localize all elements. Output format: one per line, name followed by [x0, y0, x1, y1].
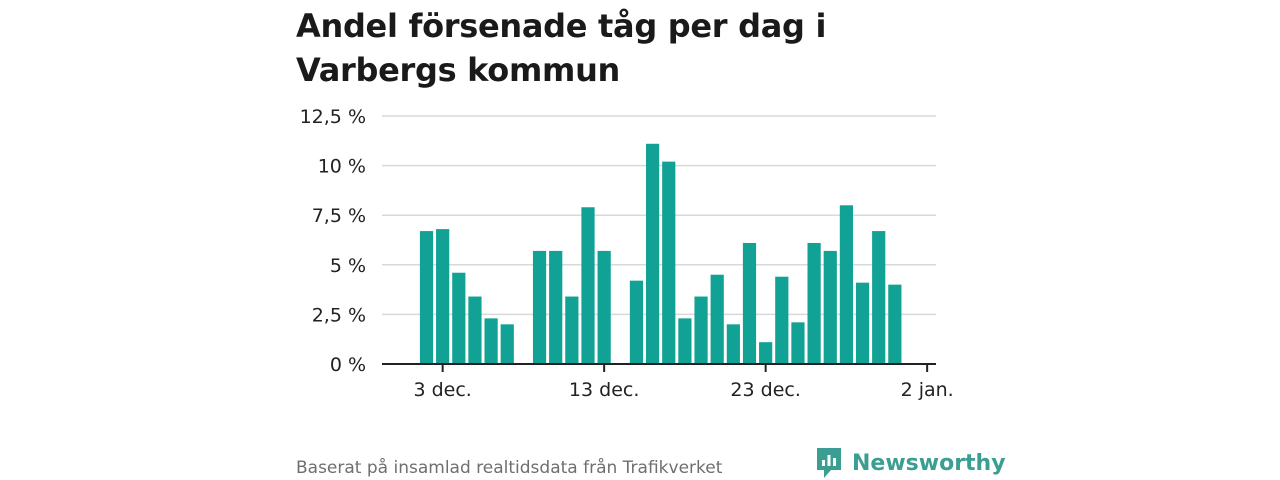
bar	[646, 143, 660, 364]
y-tick-label: 0 %	[330, 354, 366, 376]
bar	[694, 296, 708, 364]
bar	[726, 324, 740, 364]
bar	[597, 250, 611, 364]
bar	[662, 161, 676, 364]
source-note: Baserat på insamlad realtidsdata från Tr…	[296, 458, 723, 478]
bar	[565, 296, 579, 364]
bar	[710, 274, 724, 364]
y-tick-label: 12,5 %	[300, 106, 366, 128]
bar	[500, 324, 514, 364]
bar	[839, 205, 853, 364]
bar	[855, 282, 870, 364]
chart-card: Andel försenade tåg per dag i Varbergs k…	[296, 0, 1006, 480]
x-tick-label: 3 dec.	[413, 379, 471, 400]
bar	[791, 322, 805, 364]
y-tick-label: 10 %	[318, 156, 366, 178]
bar	[775, 276, 789, 364]
bar	[629, 280, 644, 364]
y-tick-label: 7,5 %	[312, 205, 366, 227]
brand-logo: Newsworthy	[814, 446, 1006, 480]
bar	[452, 272, 466, 364]
bar	[419, 231, 434, 364]
bar	[759, 342, 773, 364]
bar	[532, 250, 547, 364]
y-tick-label: 5 %	[330, 255, 366, 277]
brand-name: Newsworthy	[852, 450, 1006, 476]
bar	[888, 284, 902, 364]
chart-title: Andel försenade tåg per dag i Varbergs k…	[296, 7, 827, 89]
y-axis-labels: 0 % 2,5 % 5 % 7,5 % 10 % 12,5 %	[300, 106, 366, 376]
bar	[436, 229, 450, 364]
bar	[549, 250, 563, 364]
bar	[807, 242, 821, 364]
bar	[823, 250, 837, 364]
x-tick-label: 2 jan.	[901, 379, 954, 400]
bar-chart: 0 % 2,5 % 5 % 7,5 % 10 % 12,5 % 3 dec. 13 dec.…	[300, 106, 954, 400]
bar	[581, 207, 595, 364]
x-axis	[382, 363, 936, 372]
bar	[742, 242, 757, 364]
x-tick-label: 23 dec.	[730, 379, 800, 400]
x-tick-label: 13 dec.	[569, 379, 639, 400]
bars	[419, 143, 902, 364]
bar	[872, 231, 886, 364]
bar	[484, 318, 498, 364]
y-tick-label: 2,5 %	[312, 304, 366, 326]
x-axis-labels: 3 dec. 13 dec. 23 dec. 2 jan.	[413, 379, 953, 400]
newsworthy-logo-icon	[817, 448, 841, 478]
bar	[468, 296, 482, 364]
bar	[678, 318, 692, 364]
